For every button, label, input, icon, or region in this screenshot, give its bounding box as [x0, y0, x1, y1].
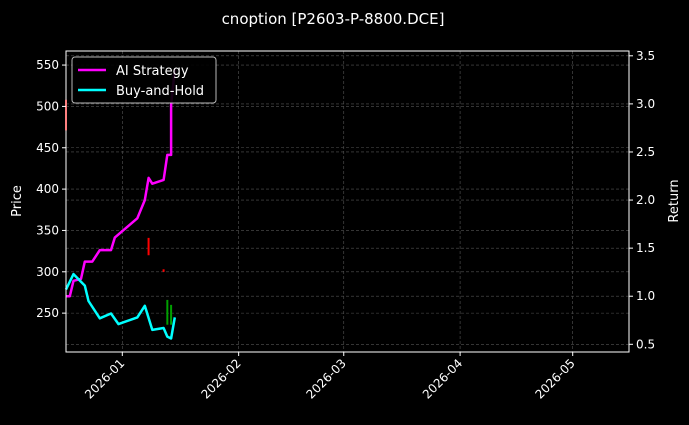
grid: [66, 51, 629, 352]
y2-tick-label: 2.5: [636, 145, 655, 159]
legend: AI Strategy Buy-and-Hold: [71, 56, 217, 104]
price-bar: [162, 269, 165, 272]
y2-tick-label: 1.5: [636, 241, 655, 255]
series-lines: [64, 69, 177, 340]
y2-tick-label: 3.0: [636, 97, 655, 111]
legend-label-buy-and-hold: Buy-and-Hold: [116, 84, 204, 99]
legend-label-ai-strategy: AI Strategy: [116, 64, 189, 79]
price-bar: [166, 299, 169, 325]
chart-title: cnoption [P2603-P-8800.DCE]: [222, 10, 445, 28]
y2-tick-label: 1.0: [636, 289, 655, 303]
y2-axis-label: Return: [667, 179, 682, 222]
y-tick-label: 300: [36, 265, 59, 279]
y-tick-label: 550: [36, 58, 59, 72]
y2-tick-label: 2.0: [636, 193, 655, 207]
y-tick-label: 400: [36, 182, 59, 196]
y2-tick-label: 3.5: [636, 49, 655, 63]
y-axis-label: Price: [10, 185, 25, 217]
series-line-buy-and-hold: [64, 272, 177, 340]
y-tick-label: 450: [36, 141, 59, 155]
y2-tick-label: 0.5: [636, 337, 655, 351]
plot-frame: [65, 50, 630, 353]
y-tick-label: 350: [36, 223, 59, 237]
y-tick-label: 500: [36, 99, 59, 113]
price-bar: [147, 237, 150, 256]
y-tick-label: 250: [36, 306, 59, 320]
price-bar: [170, 304, 173, 325]
